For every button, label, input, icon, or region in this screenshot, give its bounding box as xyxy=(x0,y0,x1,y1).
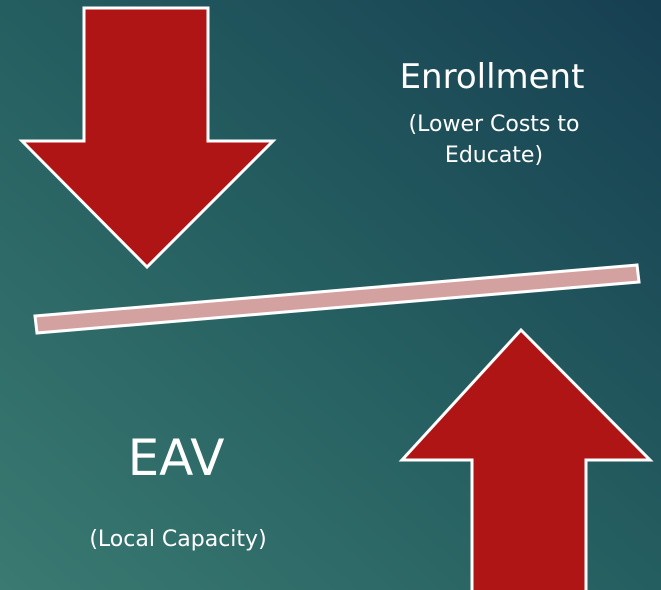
enrollment-subtitle: (Lower Costs to xyxy=(409,112,580,137)
enrollment-title: Enrollment xyxy=(400,57,585,97)
up-arrow xyxy=(398,327,654,590)
balance-beam xyxy=(33,263,641,335)
eav-subtitle: (Local Capacity) xyxy=(89,527,266,552)
enrollment-subtitle: Educate) xyxy=(445,143,543,168)
down-arrow xyxy=(18,6,277,270)
eav-title: EAV xyxy=(128,429,225,487)
